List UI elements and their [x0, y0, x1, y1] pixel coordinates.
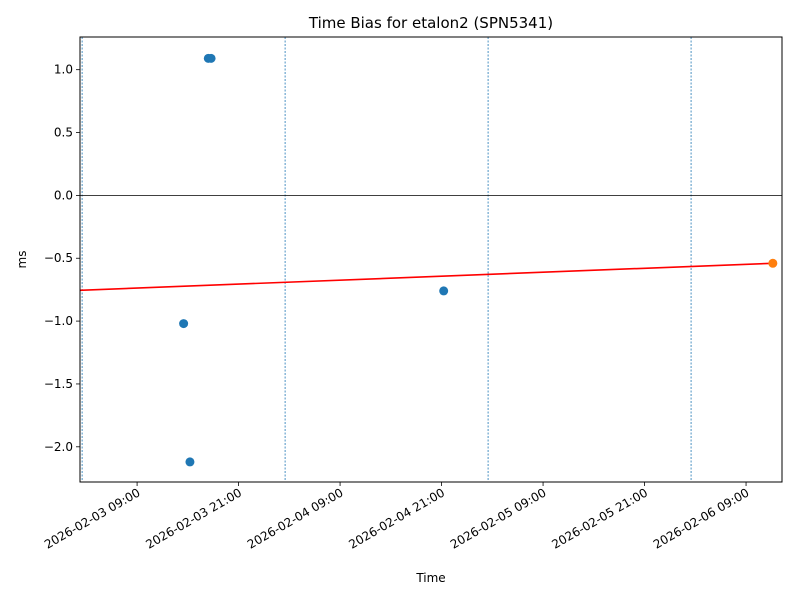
y-tick-label: −2.0 [44, 440, 73, 454]
chart-title: Time Bias for etalon2 (SPN5341) [308, 14, 553, 32]
plot-area [79, 37, 782, 482]
y-axis-label: ms [15, 251, 29, 269]
data-point [439, 286, 449, 296]
trend-line [79, 262, 773, 292]
y-tick-label: 1.0 [54, 63, 73, 77]
data-point [179, 319, 189, 329]
y-tick-label: 0.5 [54, 126, 73, 140]
data-point [185, 457, 195, 467]
y-tick-label: 0.0 [54, 188, 73, 202]
latest-data-point [768, 258, 778, 268]
data-point [206, 53, 216, 63]
y-tick-label: −0.5 [44, 251, 73, 265]
plot-frame [79, 36, 783, 483]
y-tick-label: −1.0 [44, 314, 73, 328]
x-axis-label: Time [415, 571, 445, 585]
y-tick-label: −1.5 [44, 377, 73, 391]
